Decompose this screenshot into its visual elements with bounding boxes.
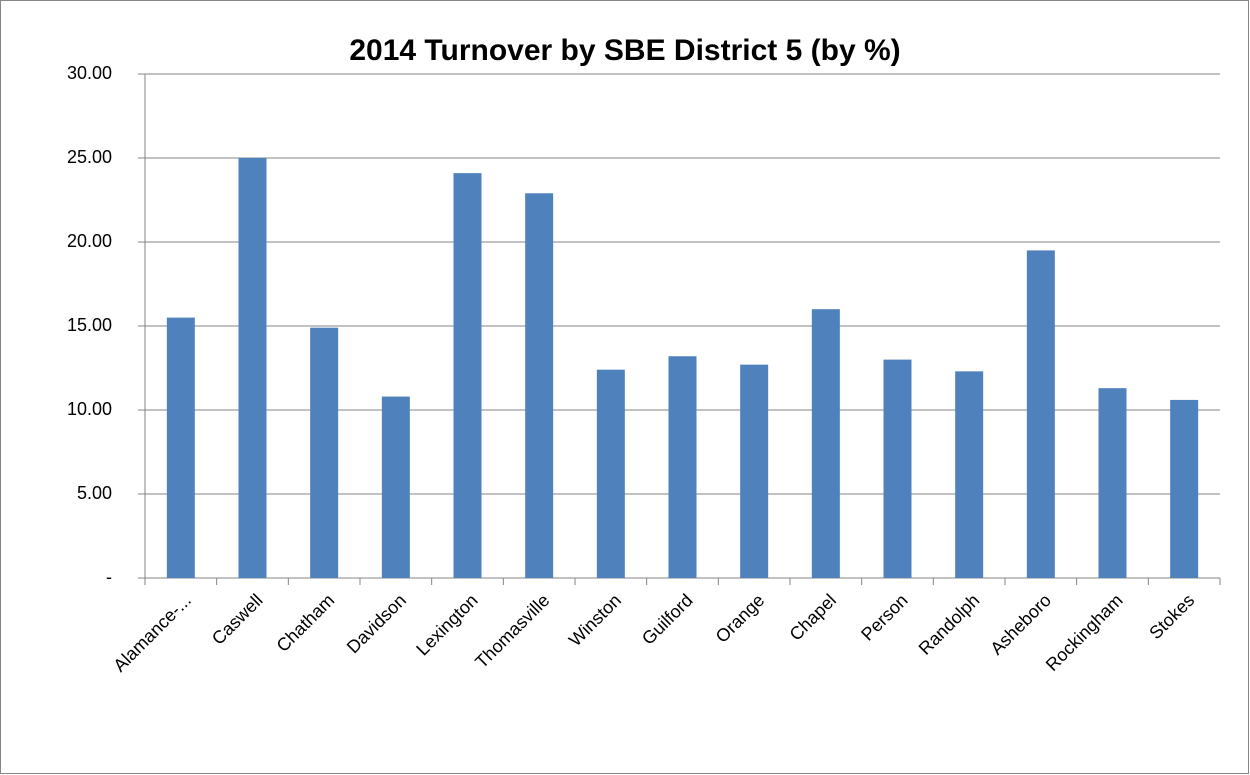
y-tick-label: 15.00: [67, 315, 112, 335]
bar: [1098, 388, 1127, 578]
bar: [883, 359, 912, 578]
bar: [740, 364, 769, 578]
bar: [596, 369, 625, 578]
y-tick-label: 20.00: [67, 231, 112, 251]
chart-title: 2014 Turnover by SBE District 5 (by %): [349, 34, 900, 67]
bar: [381, 396, 410, 578]
bar: [310, 327, 339, 578]
bar: [811, 309, 840, 578]
bar: [525, 193, 554, 578]
bar: [955, 371, 984, 578]
y-tick-label: 25.00: [67, 147, 112, 167]
bar: [238, 158, 267, 578]
bar: [1026, 250, 1055, 578]
bar: [453, 173, 482, 578]
bar: [166, 317, 195, 578]
bar: [1170, 399, 1199, 578]
y-tick-label: -: [106, 567, 112, 587]
y-tick-label: 30.00: [67, 63, 112, 83]
y-tick-label: 10.00: [67, 399, 112, 419]
y-tick-label: 5.00: [77, 483, 112, 503]
bar: [668, 356, 697, 578]
